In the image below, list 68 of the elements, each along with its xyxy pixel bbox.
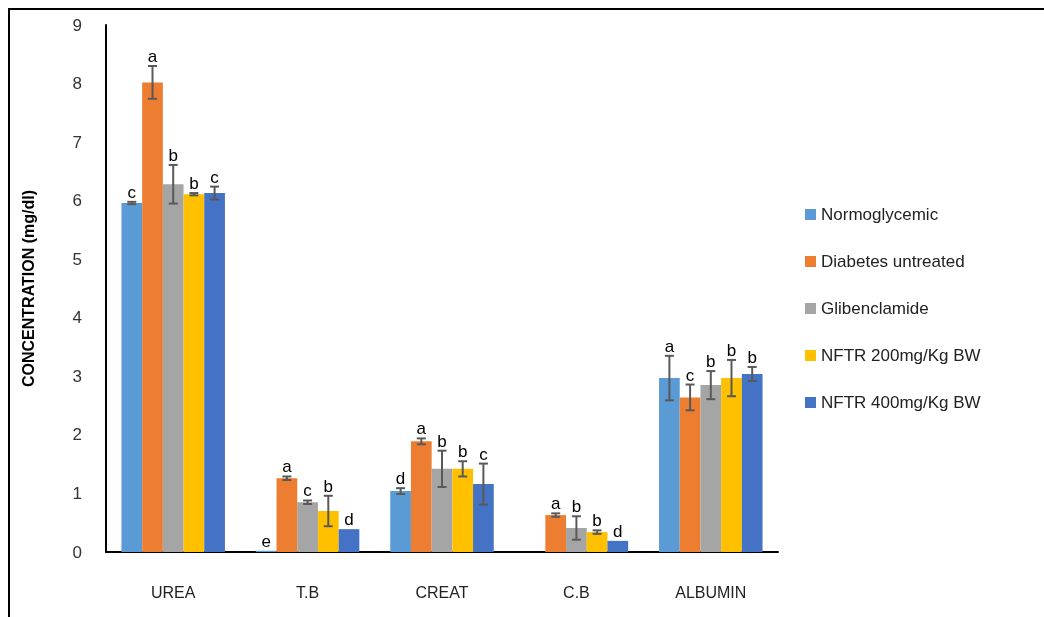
bar	[679, 397, 701, 552]
x-tick-label: ALBUMIN	[675, 583, 747, 601]
data-label: b	[437, 431, 447, 451]
data-label: d	[613, 521, 623, 541]
bar	[183, 194, 205, 552]
bar	[545, 515, 567, 552]
data-label: d	[395, 469, 406, 489]
data-label: b	[168, 145, 178, 165]
bar	[121, 203, 143, 552]
y-tick-label: 9	[72, 15, 82, 35]
y-tick-label: 0	[72, 542, 82, 562]
bar	[317, 511, 339, 552]
data-label: b	[189, 174, 199, 194]
bar	[586, 532, 608, 552]
data-label: c	[303, 481, 313, 501]
y-tick-label: 5	[72, 249, 82, 269]
bar	[410, 441, 432, 552]
data-label: a	[664, 336, 675, 356]
bar	[607, 540, 629, 552]
legend-label: NFTR 400mg/Kg BW	[821, 393, 981, 412]
bar	[659, 378, 680, 552]
legend-label: Glibenclamide	[821, 299, 929, 318]
data-label: a	[416, 419, 427, 439]
data-label: b	[726, 340, 737, 360]
data-label: c	[685, 365, 695, 385]
data-label: c	[127, 182, 137, 202]
x-tick-label: UREA	[150, 583, 196, 601]
data-label: a	[282, 457, 293, 477]
data-label: b	[706, 352, 716, 372]
bar	[566, 527, 587, 552]
data-label: c	[210, 167, 220, 187]
data-label: a	[147, 46, 158, 66]
x-tick-label: T.B	[296, 583, 320, 601]
data-label: b	[457, 442, 468, 462]
data-label: b	[747, 347, 757, 367]
y-tick-label: 7	[72, 132, 82, 152]
data-label: d	[344, 510, 354, 530]
y-tick-label: 6	[72, 191, 82, 211]
bar	[431, 468, 453, 552]
y-tick-label: 3	[72, 366, 82, 386]
data-label: b	[592, 511, 602, 531]
bar	[721, 378, 742, 552]
data-label: b	[323, 476, 334, 496]
x-tick-label: CREAT	[415, 583, 469, 601]
bar	[390, 491, 411, 552]
data-label: b	[571, 497, 582, 517]
x-tick-label: C.B	[563, 583, 590, 601]
data-label: a	[550, 494, 561, 514]
bar	[452, 468, 474, 552]
bar	[276, 478, 298, 552]
y-axis-title: CONCENTRATION (mg/dl)	[19, 189, 37, 388]
bar	[297, 502, 318, 552]
bar	[473, 484, 494, 552]
bar	[142, 82, 163, 552]
legend-label: NFTR 200mg/Kg BW	[821, 346, 981, 365]
bar	[204, 193, 225, 552]
data-label: e	[261, 531, 271, 551]
legend-label: Diabetes untreated	[821, 252, 965, 271]
bar	[338, 529, 360, 552]
bar	[741, 373, 763, 552]
bar	[700, 385, 722, 552]
y-tick-label: 1	[72, 483, 82, 503]
bar	[162, 184, 184, 552]
y-tick-label: 4	[72, 308, 82, 328]
data-label: c	[479, 444, 489, 464]
y-tick-label: 8	[72, 74, 82, 94]
legend-label: Normoglycemic	[821, 205, 939, 224]
y-tick-label: 2	[72, 425, 82, 445]
